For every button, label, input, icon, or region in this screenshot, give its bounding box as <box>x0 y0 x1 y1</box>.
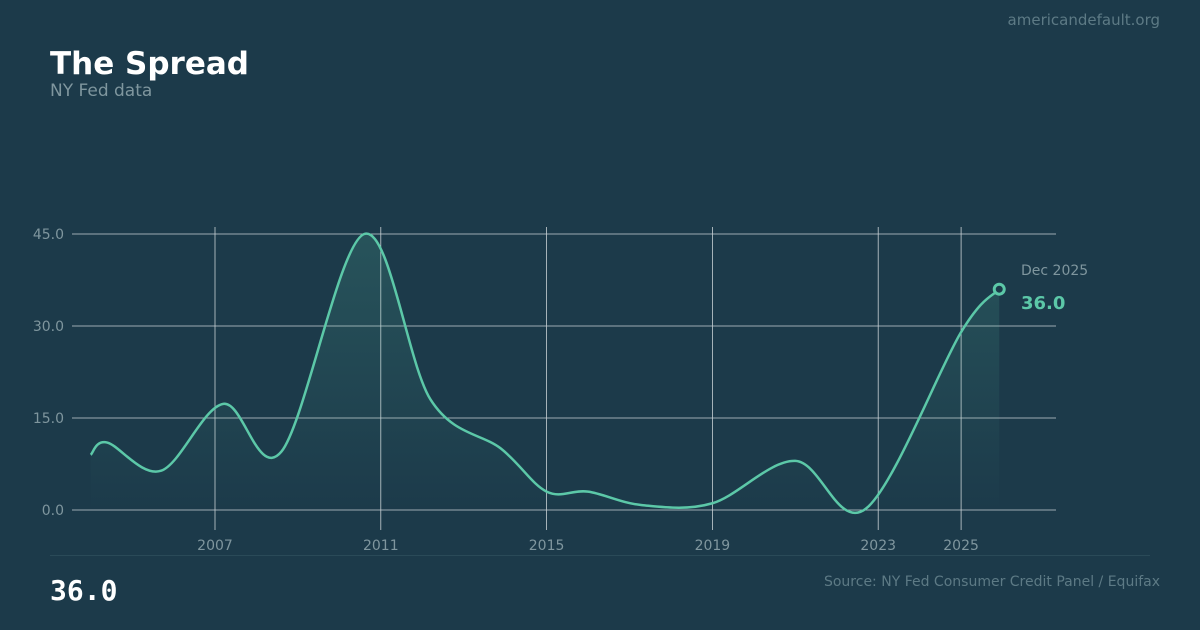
y-tick-label: 15.0 <box>33 411 64 427</box>
y-tick-label: 45.0 <box>33 227 64 243</box>
x-tick-label: 2019 <box>695 538 731 554</box>
x-tick-label: 2007 <box>197 538 233 554</box>
x-tick-label: 2023 <box>860 538 896 554</box>
annotation-value: 36.0 <box>1021 293 1065 314</box>
page-subtitle: NY Fed data <box>50 81 153 101</box>
y-tick-label: 0.0 <box>42 503 64 519</box>
source-note: Source: NY Fed Consumer Credit Panel / E… <box>823 574 1160 590</box>
page-title: The Spread <box>50 46 249 82</box>
latest-point-marker <box>992 282 1006 296</box>
site-name: americandefault.org <box>1007 11 1160 29</box>
x-tick-label: 2025 <box>943 538 979 554</box>
current-value: 36.0 <box>50 574 118 607</box>
y-tick-label: 30.0 <box>33 319 64 335</box>
series-area <box>90 233 1000 513</box>
x-tick-label: 2015 <box>529 538 565 554</box>
series-line <box>89 232 1001 514</box>
annotation-date: Dec 2025 <box>1021 263 1088 279</box>
divider <box>50 555 1150 556</box>
x-tick-label: 2011 <box>363 538 399 554</box>
